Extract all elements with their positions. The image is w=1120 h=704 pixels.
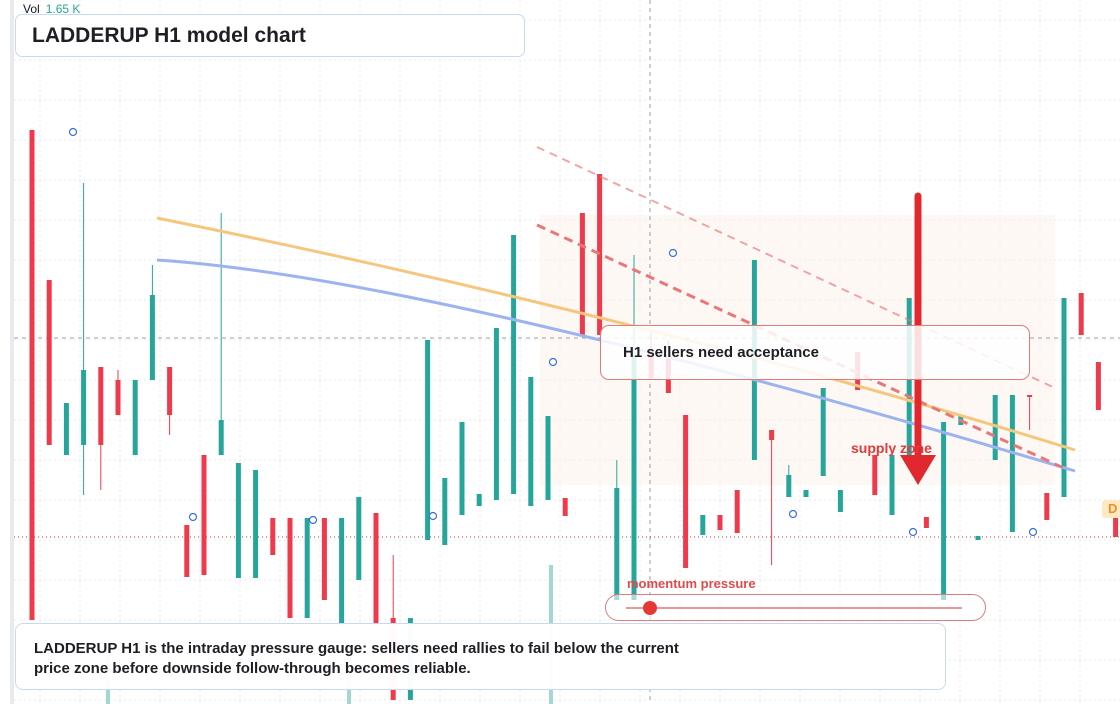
callout-text: H1 sellers need acceptance [623, 344, 819, 361]
candle-body [734, 490, 740, 533]
candle-body [975, 536, 981, 540]
candle-body [167, 367, 173, 415]
summary-line-1: LADDERUP H1 is the intraday pressure gau… [34, 640, 679, 657]
candle-body [132, 380, 138, 455]
candle-body [253, 470, 259, 578]
candle-body [631, 355, 637, 600]
candle-body [1044, 493, 1050, 520]
candle-body [786, 475, 792, 497]
signal-marker [308, 515, 318, 525]
callout-box: H1 sellers need acceptance [600, 325, 1030, 380]
candle-body [545, 416, 551, 500]
momentum-gauge [605, 594, 986, 621]
candle-body [149, 295, 155, 380]
candle-body [81, 370, 87, 445]
candle-body [803, 490, 809, 497]
candle-body [872, 455, 878, 495]
candle-body [992, 395, 998, 460]
candle-body [339, 518, 345, 625]
left-axis-strip [10, 0, 14, 704]
candle-body [218, 420, 224, 455]
candle-body [1061, 298, 1067, 497]
signal-marker [1028, 527, 1038, 537]
candle-body [597, 174, 603, 335]
summary-note: LADDERUP H1 is the intraday pressure gau… [15, 623, 946, 690]
candle-body [1027, 395, 1033, 397]
candle-body [442, 478, 448, 545]
signal-marker [788, 509, 798, 519]
momentum-track-line [626, 607, 962, 609]
candle-body [769, 430, 775, 440]
candle-body [321, 518, 327, 600]
candle-body [235, 463, 241, 578]
candle-body [63, 403, 69, 455]
candle-body [1078, 293, 1084, 335]
candle-body [425, 340, 431, 540]
candle-body [29, 130, 35, 620]
momentum-label: momentum pressure [627, 576, 756, 591]
candle-body [614, 488, 620, 600]
candle-body [1095, 362, 1101, 410]
supply-zone-label: supply zone [851, 440, 932, 456]
candle-body [923, 517, 929, 528]
candle-body [115, 380, 121, 415]
candle-body [46, 280, 52, 445]
candle-body [270, 518, 276, 555]
volume-label: Vol [23, 2, 40, 16]
candle-body [356, 497, 362, 580]
signal-marker [68, 127, 78, 137]
candle-body [579, 213, 585, 335]
markers [68, 127, 1038, 537]
signal-marker [548, 357, 558, 367]
candle-body [373, 513, 379, 625]
candle-body [700, 515, 706, 535]
candle-body [1113, 500, 1119, 537]
candle-body [820, 388, 826, 476]
candle-body [941, 422, 947, 600]
candle-body [98, 367, 104, 445]
candle-body [511, 235, 517, 494]
momentum-knob[interactable] [642, 601, 657, 615]
volume-value: 1.65 K [45, 2, 81, 16]
candle-body [528, 377, 534, 506]
price-badge: D [1102, 500, 1120, 518]
candle-body [459, 422, 465, 515]
signal-marker [668, 248, 678, 258]
candle-body [562, 498, 568, 516]
candle-body [304, 518, 310, 618]
candle-body [837, 490, 843, 512]
chart-title: LADDERUP H1 model chart [32, 23, 306, 47]
signal-marker [908, 527, 918, 537]
candle-body [476, 494, 482, 506]
candle-body [493, 328, 499, 500]
candle-body [184, 525, 190, 577]
signal-marker [428, 511, 438, 521]
summary-line-2: price zone before downside follow-throug… [34, 660, 471, 677]
candle-body [683, 415, 689, 568]
candle-body [1009, 395, 1015, 532]
signal-marker [188, 512, 198, 522]
candle-body [287, 518, 293, 618]
candle-body [889, 455, 895, 515]
chart-title-box: LADDERUP H1 model chart [15, 14, 525, 57]
moving-average-blue [156, 258, 1076, 473]
candle-body [717, 515, 723, 530]
volume-readout: Vol 1.65 K [23, 2, 80, 16]
candle-body [201, 455, 207, 575]
